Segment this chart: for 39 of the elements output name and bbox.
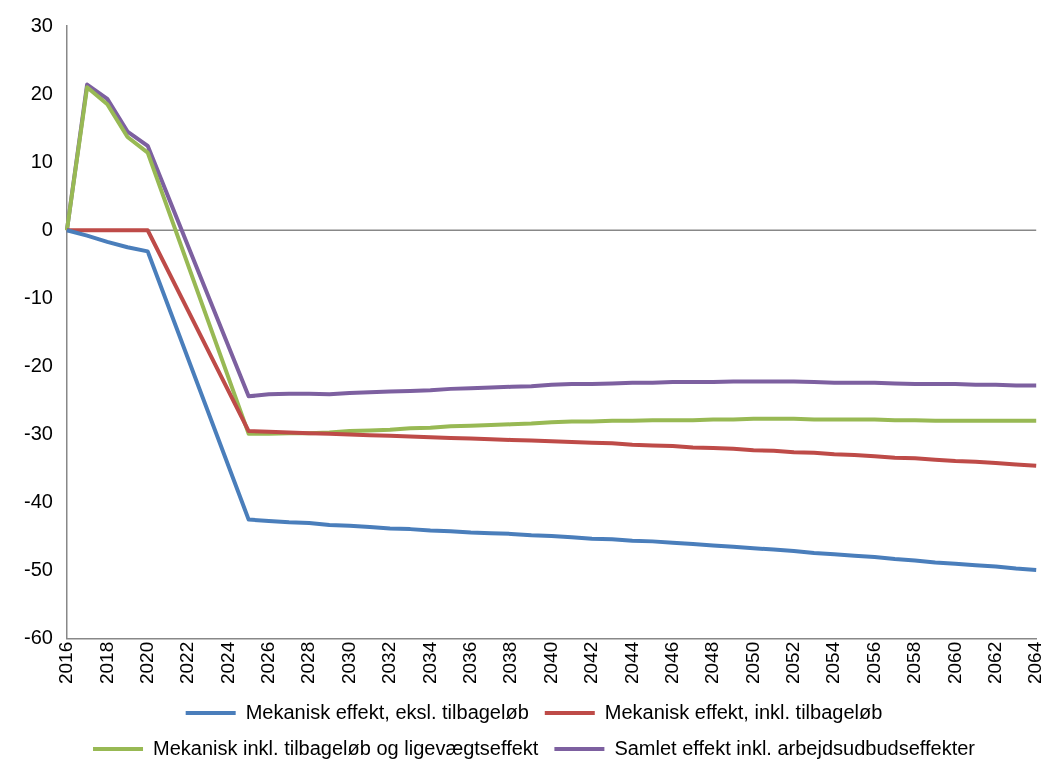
x-tick-label: 2054 (822, 641, 844, 685)
legend-label: Mekanisk inkl. tilbageløb og ligevægtseffekt (153, 736, 539, 759)
x-tick-label: 2058 (903, 641, 925, 685)
x-tick-label: 2032 (378, 641, 400, 685)
x-tick-label: 2020 (135, 641, 157, 685)
y-tick-label: -20 (24, 353, 53, 376)
x-tick-label: 2062 (984, 641, 1006, 685)
x-tick-label: 2052 (782, 641, 804, 685)
y-tick-label: -10 (24, 285, 53, 308)
x-tick-label: 2026 (257, 641, 279, 685)
y-tick-label: -40 (24, 490, 53, 513)
y-tick-label: -30 (24, 422, 53, 444)
x-tick-label: 2028 (297, 641, 319, 685)
x-tick-label: 2034 (418, 641, 440, 685)
legend-label: Mekanisk effekt, inkl. tilbageløb (604, 700, 883, 723)
x-tick-label: 2022 (176, 641, 198, 685)
x-tick-label: 2064 (1024, 641, 1046, 685)
x-tick-label: 2060 (943, 641, 965, 685)
x-tick-label: 2040 (539, 641, 561, 685)
x-tick-label: 2038 (499, 641, 521, 685)
x-tick-label: 2024 (216, 641, 238, 685)
y-tick-label: -50 (24, 558, 53, 581)
x-tick-label: 2018 (95, 641, 117, 685)
x-tick-label: 2030 (337, 641, 359, 685)
y-tick-label: 10 (30, 149, 53, 172)
x-tick-label: 2042 (580, 641, 602, 685)
legend-label: Samlet effekt inkl. arbejdsudbudseffekter (614, 736, 976, 759)
x-tick-label: 2056 (862, 641, 884, 685)
x-tick-label: 2046 (660, 641, 682, 685)
legend-label: Mekanisk effekt, eksl. tilbageløb (245, 700, 529, 723)
x-tick-label: 2048 (701, 641, 723, 685)
x-tick-label: 2044 (620, 641, 642, 685)
y-tick-label: 0 (41, 217, 53, 240)
y-tick-label: 20 (30, 81, 53, 104)
y-tick-label: -60 (24, 626, 53, 649)
x-tick-label: 2036 (459, 641, 481, 685)
x-tick-label: 2050 (741, 641, 763, 685)
x-tick-label: 2016 (55, 641, 77, 685)
y-tick-label: 30 (30, 13, 53, 36)
